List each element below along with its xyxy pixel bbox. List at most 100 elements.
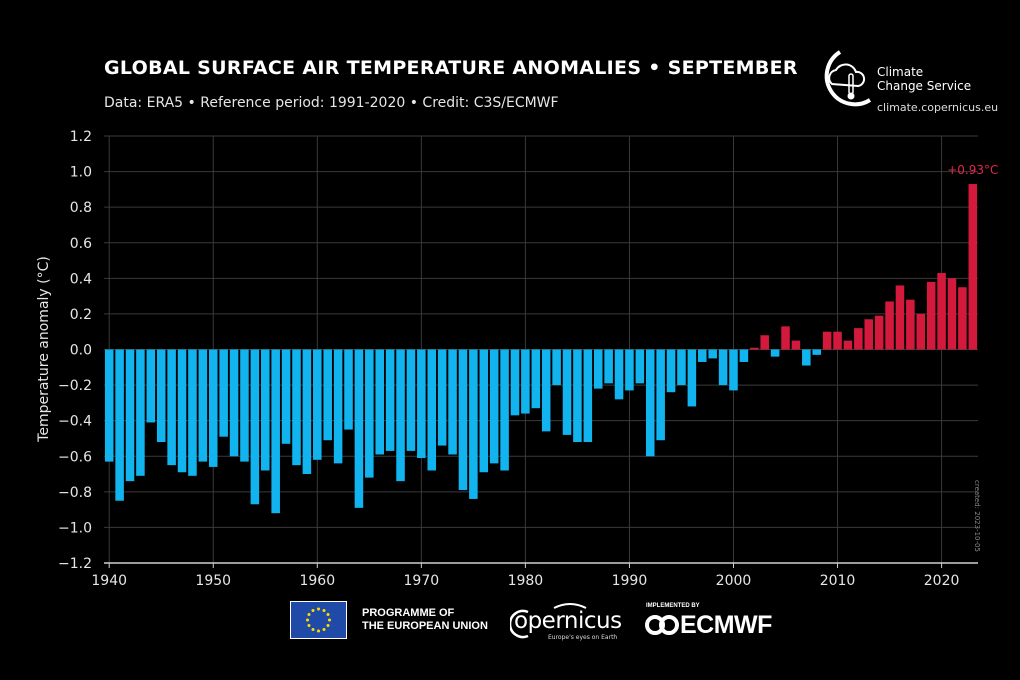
bar-1982 (541, 349, 551, 432)
y-tick-label: 0.2 (70, 307, 92, 323)
bar-1944 (146, 349, 156, 423)
bar-2006 (791, 340, 801, 350)
bar-1985 (573, 349, 582, 443)
bar-1969 (406, 349, 416, 451)
c3s-logo-icon (824, 50, 872, 107)
bar-2007 (802, 349, 811, 366)
bar-2022 (958, 287, 967, 350)
y-tick-label: 0.6 (70, 236, 92, 252)
bar-2003 (760, 335, 769, 350)
eu-star-icon (317, 629, 320, 633)
chart-title: GLOBAL SURFACE AIR TEMPERATURE ANOMALIES… (104, 57, 798, 79)
bar-1954 (250, 349, 260, 505)
bar-1959 (302, 349, 312, 475)
bar-1977 (489, 349, 499, 464)
copernicus-wordmark: opernicus (514, 608, 622, 634)
bar-1957 (281, 349, 291, 444)
eu-star-icon (328, 618, 331, 622)
bar-1958 (292, 349, 301, 466)
y-tick-label: 1.0 (70, 165, 92, 181)
bar-1978 (500, 349, 509, 471)
bar-1953 (240, 349, 249, 462)
ecmwf-wordmark: ECMWF (680, 611, 772, 639)
eu-line1: PROGRAMME OF (362, 607, 455, 619)
eu-programme-text: PROGRAMME OF THE EUROPEAN UNION (362, 607, 488, 633)
bar-2008 (812, 349, 821, 355)
chart-bars (104, 184, 978, 514)
bar-1983 (552, 349, 561, 386)
bar-2023 (968, 184, 978, 350)
bar-2019 (926, 281, 936, 350)
bar-1949 (198, 349, 208, 462)
eu-star-icon (311, 628, 315, 632)
copernicus-logo-icon (510, 603, 587, 639)
c3s-url: climate.copernicus.eu (877, 101, 999, 114)
c3s-line2: Change Service (877, 79, 972, 93)
eu-star-icon (317, 607, 320, 611)
bar-1981 (531, 349, 541, 409)
ecmwf-mark-icon (645, 615, 679, 635)
footer-logos: PROGRAMME OF THE EUROPEAN UNION opernicu… (0, 598, 1020, 648)
bar-2011 (843, 340, 853, 350)
bar-2021 (947, 278, 957, 350)
bar-1955 (261, 349, 270, 471)
ecmwf-implemented-by: IMPLEMENTED BY (646, 603, 700, 609)
bar-1996 (687, 349, 697, 407)
chart-subtitle: Data: ERA5 • Reference period: 1991-2020… (104, 95, 559, 111)
y-tick-label: 0.4 (70, 271, 92, 287)
bar-1961 (323, 349, 332, 441)
bar-2005 (781, 326, 790, 350)
c3s-line1: Climate (877, 65, 924, 79)
eu-line2: THE EUROPEAN UNION (362, 620, 488, 632)
eu-star-icon (307, 624, 311, 627)
bar-1962 (333, 349, 343, 464)
y-tick-label: −1.2 (58, 556, 92, 572)
eu-star-icon (322, 628, 326, 632)
bar-1971 (427, 349, 437, 471)
bar-1973 (448, 349, 457, 455)
y-tick-label: 0.8 (70, 200, 92, 216)
bar-2018 (916, 313, 926, 350)
bar-2012 (854, 328, 863, 350)
y-tick-label: 1.2 (70, 129, 92, 145)
bar-1967 (385, 349, 395, 451)
bar-1960 (313, 349, 322, 460)
y-tick-label: 0.0 (70, 343, 92, 359)
bar-1980 (521, 349, 530, 414)
bar-1968 (396, 349, 405, 482)
c3s-name: Climate Change Service (877, 65, 971, 93)
bar-1994 (666, 349, 676, 393)
y-tick-label: −0.6 (58, 449, 92, 465)
bar-1984 (562, 349, 572, 435)
bar-2009 (822, 331, 832, 350)
bar-1970 (417, 349, 426, 459)
copernicus-tagline: Europe's eyes on Earth (548, 634, 618, 641)
y-tick-label: −0.4 (58, 414, 92, 430)
bar-2002 (750, 347, 759, 350)
chart-axes: −1.2 −1.0 −0.8 −0.6 −0.4 −0.2 0.0 0.2 0.4 0.6 0.8 1… (58, 129, 978, 589)
bar-1993 (656, 349, 665, 441)
x-tick-label: 1980 (508, 573, 544, 589)
x-tick-label: 2020 (924, 573, 960, 589)
bar-1992 (645, 349, 655, 457)
y-tick-label: −0.2 (58, 378, 92, 394)
y-axis-label: Temperature anomaly (°C) (36, 256, 52, 443)
bar-1951 (219, 349, 228, 437)
bar-1989 (614, 349, 624, 400)
eu-star-icon (326, 613, 330, 616)
x-tick-label: 2000 (716, 573, 752, 589)
y-tick-label: −1.0 (58, 520, 92, 536)
bar-1940 (104, 349, 114, 462)
bar-1988 (604, 349, 613, 384)
bar-1950 (208, 349, 218, 467)
eu-star-icon (322, 608, 326, 612)
x-tick-label: 1950 (195, 573, 231, 589)
eu-flag-icon (290, 601, 347, 639)
bar-2017 (906, 299, 915, 350)
bar-1991 (635, 349, 645, 384)
bar-2010 (833, 331, 842, 350)
bar-1995 (677, 349, 686, 386)
bar-1943 (136, 349, 145, 476)
x-tick-label: 2010 (820, 573, 856, 589)
eu-star-icon (306, 618, 309, 622)
